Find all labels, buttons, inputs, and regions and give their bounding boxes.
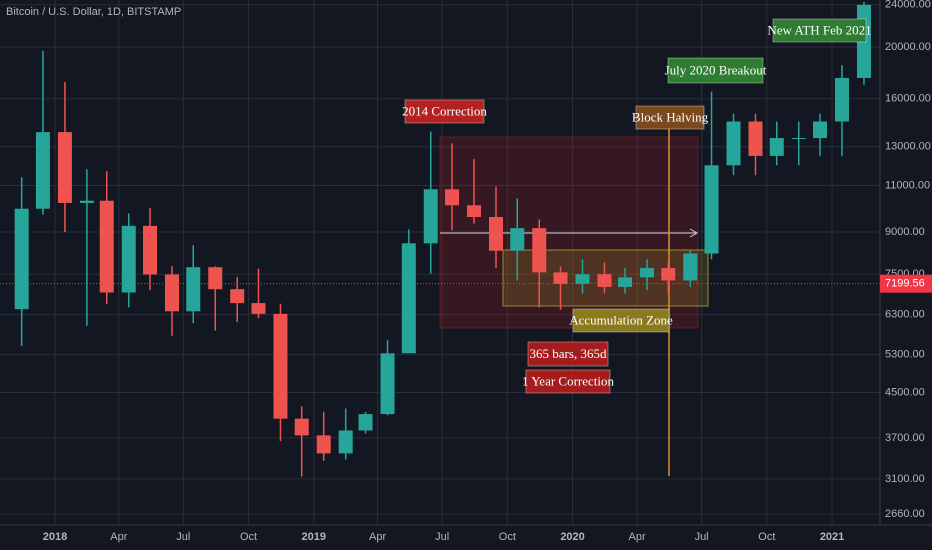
candle-body xyxy=(769,138,784,156)
candle-body xyxy=(704,165,719,254)
candle-body xyxy=(553,272,568,284)
y-tick-label: 3700.00 xyxy=(885,432,925,444)
annotation-text: Block Halving xyxy=(632,109,709,124)
candle-body xyxy=(748,121,763,156)
candle-body xyxy=(14,208,29,310)
x-tick-label: Oct xyxy=(758,531,775,543)
y-tick-label: 2660.00 xyxy=(885,508,925,520)
annotation-text: 1 Year Correction xyxy=(522,373,615,388)
y-tick-label: 24000.00 xyxy=(885,0,931,11)
candle-body xyxy=(358,414,373,431)
candle-body xyxy=(338,430,353,454)
candle-body xyxy=(488,217,503,251)
candle-body xyxy=(813,121,828,139)
x-tick-label: Apr xyxy=(369,531,386,543)
x-tick-label: 2020 xyxy=(560,531,584,543)
candle-body xyxy=(294,418,309,436)
candle-body xyxy=(597,274,612,287)
y-tick-label: 3100.00 xyxy=(885,473,925,485)
annotation-box xyxy=(572,308,670,333)
candle-body xyxy=(57,132,72,203)
plot-area xyxy=(14,1,871,477)
candle-body xyxy=(143,225,158,275)
candle-body xyxy=(575,274,590,284)
candle-body xyxy=(726,121,741,166)
y-tick-label: 11000.00 xyxy=(885,179,930,191)
candle-body xyxy=(380,353,395,415)
x-tick-label: Apr xyxy=(110,531,127,543)
y-tick-label: 13000.00 xyxy=(885,141,931,153)
annotation-text: July 2020 Breakout xyxy=(665,62,767,77)
candle-body xyxy=(467,205,482,218)
y-tick-label: 5300.00 xyxy=(885,349,925,361)
candle-body xyxy=(230,289,245,304)
candle-body xyxy=(834,77,849,122)
candle-body xyxy=(618,277,633,287)
grid xyxy=(0,0,880,525)
annotation-box xyxy=(525,369,611,394)
annotation-text: 2014 Correction xyxy=(402,103,487,118)
arrow-head xyxy=(689,228,699,238)
candle-body xyxy=(661,268,676,281)
candle-body xyxy=(121,225,136,293)
candle-body xyxy=(683,253,698,281)
price-axis xyxy=(880,0,932,525)
price-label: 7199.56 xyxy=(885,278,925,290)
y-tick-label: 9000.00 xyxy=(885,226,925,238)
candle-body xyxy=(401,243,416,354)
x-tick-label: 2021 xyxy=(820,531,844,543)
candle-body xyxy=(510,228,525,251)
candle-body xyxy=(445,189,460,206)
y-tick-label: 4500.00 xyxy=(885,386,925,398)
price-label-box xyxy=(880,274,932,293)
candle-body xyxy=(186,267,201,312)
annotation-text: New ATH Feb 2021 xyxy=(767,22,871,37)
candle-body xyxy=(208,267,223,290)
y-tick-label: 6300.00 xyxy=(885,308,925,320)
candle-body xyxy=(35,132,50,209)
annotation-box xyxy=(635,105,705,130)
candle-body xyxy=(79,200,94,203)
chart-title: Bitcoin / U.S. Dollar, 1D, BITSTAMP xyxy=(6,6,181,18)
annotation-text: 365 bars, 365d xyxy=(530,346,607,361)
annotation-text: Accumulation Zone xyxy=(569,312,673,327)
y-tick-label: 16000.00 xyxy=(885,93,931,105)
x-tick-label: Oct xyxy=(499,531,516,543)
x-tick-label: 2019 xyxy=(302,531,326,543)
annotation-box xyxy=(772,18,867,43)
x-tick-label: Jul xyxy=(695,531,709,543)
x-tick-label: Oct xyxy=(240,531,257,543)
x-tick-label: 2018 xyxy=(43,531,67,543)
x-tick-label: Apr xyxy=(629,531,646,543)
candle-body xyxy=(791,138,806,140)
candle-body xyxy=(316,435,331,454)
candle-body xyxy=(99,200,114,293)
candle-body xyxy=(251,303,266,314)
annotation-box xyxy=(667,57,764,84)
candle-body xyxy=(532,228,547,273)
candle-body xyxy=(423,189,438,244)
x-tick-label: Jul xyxy=(176,531,190,543)
candle-body xyxy=(640,268,655,278)
candle-body xyxy=(164,274,179,312)
annotation-box xyxy=(527,341,609,367)
y-tick-label: 20000.00 xyxy=(885,41,931,53)
candle-body xyxy=(273,313,288,419)
x-tick-label: Jul xyxy=(435,531,449,543)
annotation-box xyxy=(404,99,485,124)
